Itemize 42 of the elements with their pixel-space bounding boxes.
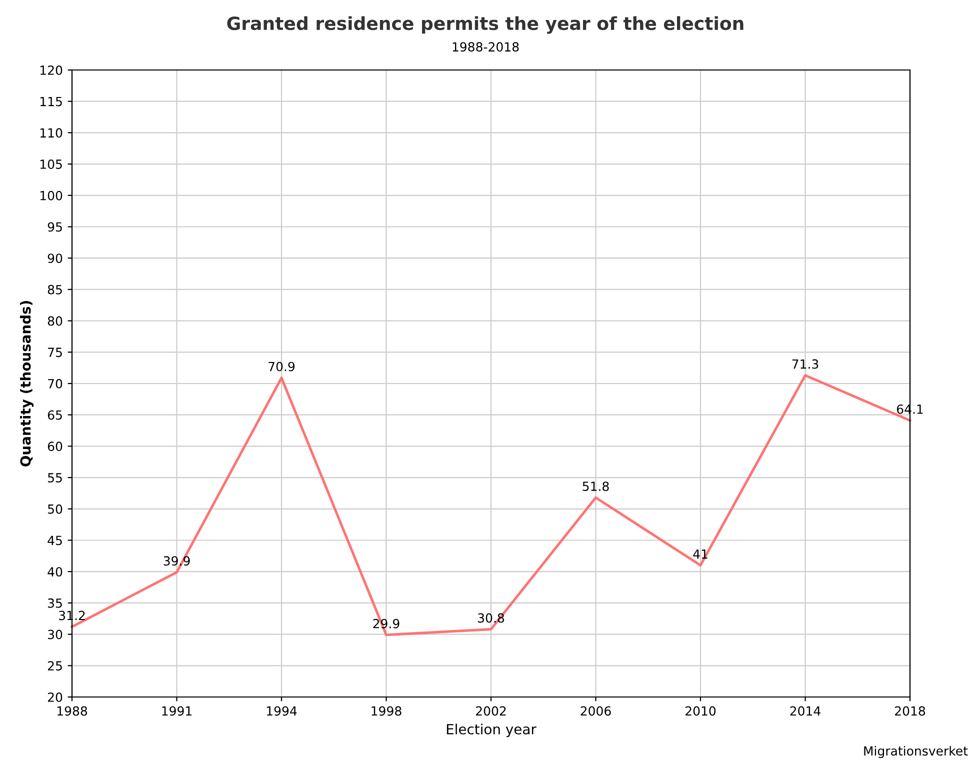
- data-label: 51.8: [582, 482, 609, 492]
- x-tick-label: 2002: [476, 706, 506, 716]
- x-axis-title: Election year: [446, 724, 536, 738]
- y-tick-label: 55: [48, 473, 62, 482]
- x-tick-label: 2018: [895, 706, 926, 716]
- text: Migrationsverket: [864, 746, 968, 758]
- data-label: 30.8: [478, 613, 504, 623]
- x-tick-label: 2014: [790, 706, 820, 716]
- y-tick-label: 35: [48, 598, 62, 608]
- y-tick-label: 25: [48, 661, 62, 671]
- chart-subtitle: 1988-2018: [452, 42, 519, 52]
- y-tick-label: 120: [40, 65, 62, 75]
- data-label: 71.3: [792, 359, 818, 369]
- y-tick-label: 95: [48, 222, 62, 232]
- y-tick-label: 105: [40, 160, 62, 169]
- y-tick-label: 30: [48, 630, 62, 640]
- data-label: 39.9: [164, 556, 190, 566]
- y-tick-label: 50: [48, 504, 62, 514]
- data-label: 70.9: [268, 362, 295, 372]
- chart-title: Granted residence permits the year of the election: [227, 16, 744, 34]
- y-axis-title: Quantity (thousands): [20, 301, 34, 466]
- y-tick-label: 65: [48, 410, 62, 420]
- x-tick-label: 1994: [266, 706, 297, 716]
- y-tick-label: 110: [40, 128, 62, 138]
- y-tick-label: 115: [40, 96, 62, 106]
- x-tick-label: 1998: [372, 706, 402, 716]
- x-tick-label: 2006: [580, 706, 611, 716]
- y-tick-label: 40: [48, 567, 62, 577]
- y-tick-label: 100: [40, 190, 62, 200]
- x-tick-label: 1988: [57, 706, 88, 716]
- data-label: 41: [693, 549, 708, 559]
- y-tick-label: 90: [48, 254, 62, 264]
- x-tick-label: 2010: [686, 706, 716, 716]
- y-tick-label: 70: [48, 378, 62, 388]
- y-tick-label: 80: [48, 316, 62, 326]
- y-tick-label: 45: [48, 536, 62, 546]
- y-tick-label: 60: [48, 442, 62, 452]
- data-label: 29.9: [373, 618, 400, 628]
- y-tick-label: 75: [48, 348, 62, 358]
- y-tick-label: 85: [48, 284, 62, 294]
- x-tick-label: 1991: [162, 706, 192, 716]
- y-tick-label: 20: [48, 692, 62, 702]
